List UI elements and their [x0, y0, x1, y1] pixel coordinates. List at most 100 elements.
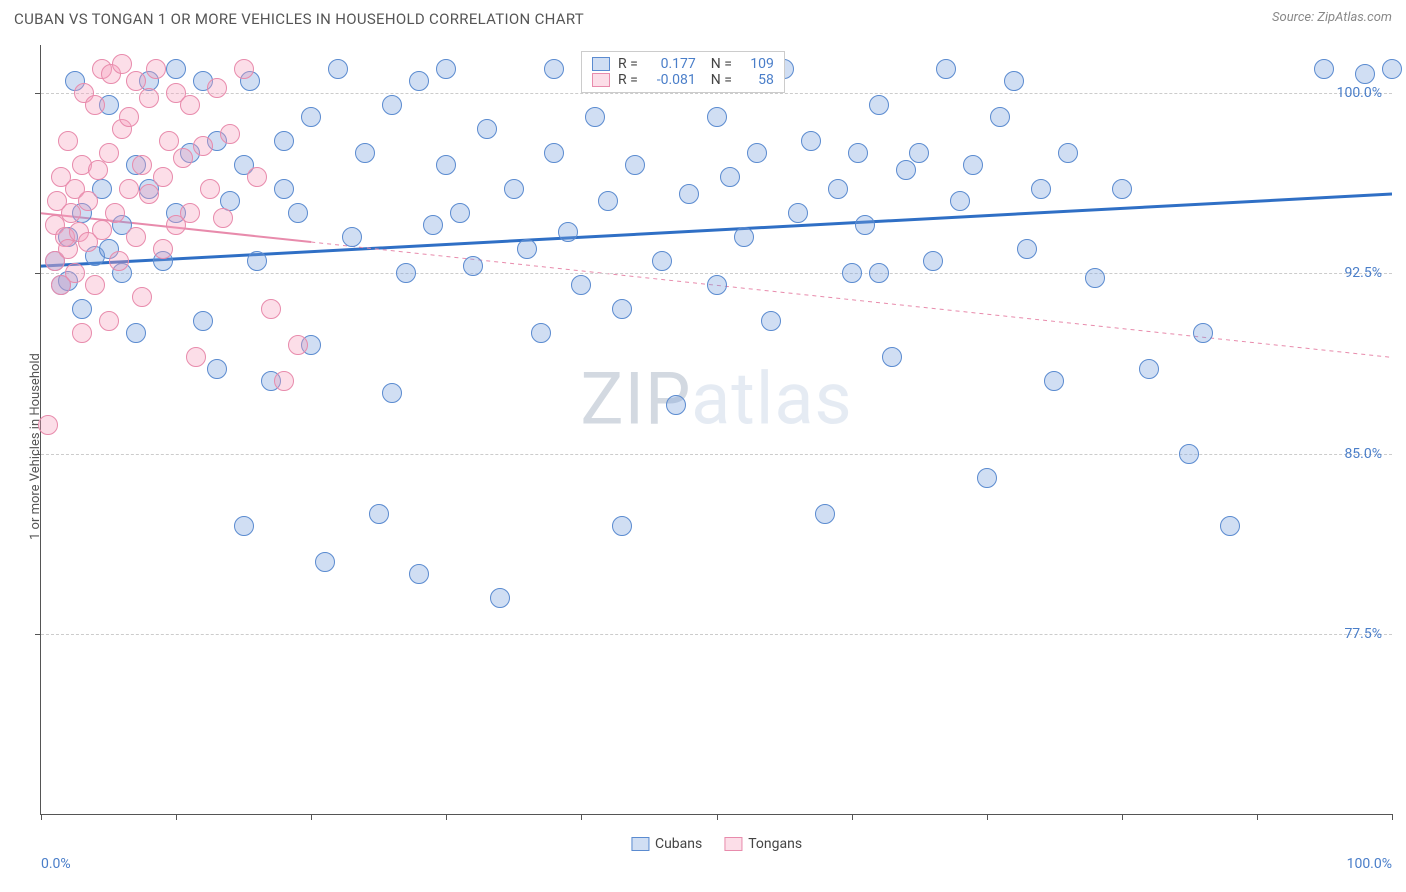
- scatter-point: [382, 95, 402, 115]
- scatter-point: [450, 203, 470, 223]
- scatter-point: [180, 203, 200, 223]
- scatter-point: [315, 552, 335, 572]
- scatter-point: [328, 59, 348, 79]
- x-tick: [41, 814, 42, 820]
- scatter-point: [109, 251, 129, 271]
- scatter-point: [436, 59, 456, 79]
- scatter-point: [734, 227, 754, 247]
- scatter-point: [909, 143, 929, 163]
- series-legend: CubansTongans: [631, 836, 802, 852]
- scatter-point: [828, 179, 848, 199]
- y-tick-label: 100.0%: [1337, 85, 1382, 101]
- scatter-point: [274, 371, 294, 391]
- scatter-point: [612, 299, 632, 319]
- scatter-point: [234, 59, 254, 79]
- scatter-point: [234, 516, 254, 536]
- scatter-point: [801, 131, 821, 151]
- watermark: ZIPatlas: [580, 356, 852, 441]
- scatter-point: [126, 71, 146, 91]
- scatter-point: [166, 59, 186, 79]
- scatter-point: [463, 256, 483, 276]
- scatter-point: [409, 564, 429, 584]
- scatter-point: [1112, 179, 1132, 199]
- scatter-point: [707, 275, 727, 295]
- scatter-point: [625, 155, 645, 175]
- scatter-point: [72, 323, 92, 343]
- scatter-point: [544, 59, 564, 79]
- gridline: [41, 634, 1392, 635]
- x-tick: [1392, 814, 1393, 820]
- scatter-point: [666, 395, 686, 415]
- scatter-point: [369, 504, 389, 524]
- scatter-point: [119, 107, 139, 127]
- scatter-point: [652, 251, 672, 271]
- legend-swatch: [592, 57, 610, 71]
- x-tick: [1257, 814, 1258, 820]
- scatter-point: [247, 167, 267, 187]
- scatter-point: [173, 148, 193, 168]
- scatter-point: [1004, 71, 1024, 91]
- scatter-point: [159, 131, 179, 151]
- source-label: Source: ZipAtlas.com: [1272, 10, 1392, 25]
- scatter-point: [936, 59, 956, 79]
- scatter-point: [119, 179, 139, 199]
- scatter-point: [58, 131, 78, 151]
- correlation-legend: R =0.177 N =109R =-0.081 N =58: [581, 51, 785, 93]
- scatter-point: [1193, 323, 1213, 343]
- scatter-point: [707, 107, 727, 127]
- scatter-point: [139, 184, 159, 204]
- scatter-point: [288, 335, 308, 355]
- scatter-point: [396, 263, 416, 283]
- scatter-point: [132, 287, 152, 307]
- scatter-point: [950, 191, 970, 211]
- x-tick: [176, 814, 177, 820]
- scatter-point: [99, 311, 119, 331]
- scatter-point: [848, 143, 868, 163]
- gridline: [41, 273, 1392, 274]
- scatter-point: [788, 203, 808, 223]
- scatter-point: [153, 167, 173, 187]
- scatter-point: [896, 160, 916, 180]
- scatter-point: [504, 179, 524, 199]
- scatter-point: [213, 208, 233, 228]
- scatter-point: [193, 136, 213, 156]
- scatter-point: [180, 95, 200, 115]
- gridline: [41, 93, 1392, 94]
- scatter-point: [355, 143, 375, 163]
- scatter-point: [869, 263, 889, 283]
- scatter-point: [517, 239, 537, 259]
- scatter-point: [571, 275, 591, 295]
- scatter-point: [598, 191, 618, 211]
- scatter-point: [342, 227, 362, 247]
- scatter-point: [65, 263, 85, 283]
- scatter-point: [92, 220, 112, 240]
- scatter-point: [58, 239, 78, 259]
- scatter-point: [747, 143, 767, 163]
- scatter-point: [220, 124, 240, 144]
- scatter-point: [612, 516, 632, 536]
- scatter-point: [274, 131, 294, 151]
- scatter-point: [72, 299, 92, 319]
- scatter-point: [112, 54, 132, 74]
- chart-plot-area: ZIPatlas 77.5%85.0%92.5%100.0%0.0%100.0%…: [40, 45, 1392, 815]
- scatter-point: [977, 468, 997, 488]
- scatter-point: [126, 227, 146, 247]
- scatter-point: [720, 167, 740, 187]
- scatter-point: [409, 71, 429, 91]
- scatter-point: [1044, 371, 1064, 391]
- scatter-point: [78, 191, 98, 211]
- x-tick: [717, 814, 718, 820]
- scatter-point: [1139, 359, 1159, 379]
- scatter-point: [274, 179, 294, 199]
- scatter-point: [436, 155, 456, 175]
- scatter-point: [1179, 444, 1199, 464]
- scatter-point: [855, 215, 875, 235]
- chart-title: CUBAN VS TONGAN 1 OR MORE VEHICLES IN HO…: [14, 10, 584, 28]
- scatter-point: [200, 179, 220, 199]
- scatter-point: [423, 215, 443, 235]
- x-tick: [852, 814, 853, 820]
- scatter-point: [1355, 64, 1375, 84]
- x-tick: [987, 814, 988, 820]
- scatter-point: [85, 275, 105, 295]
- scatter-point: [558, 222, 578, 242]
